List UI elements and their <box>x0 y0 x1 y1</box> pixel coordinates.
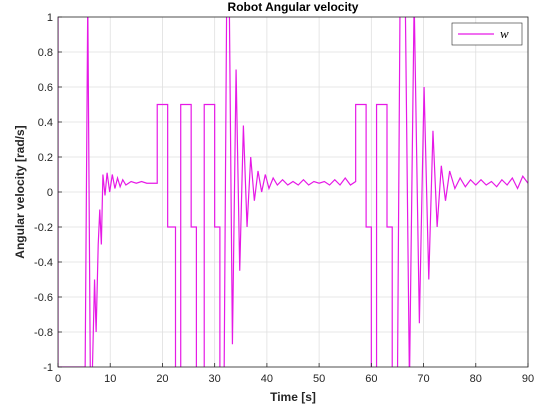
x-tick-label: 80 <box>470 373 482 385</box>
x-tick-label: 30 <box>209 373 221 385</box>
x-tick-label: 10 <box>104 373 116 385</box>
y-tick-label: -0.6 <box>34 292 53 304</box>
x-tick-label: 60 <box>365 373 377 385</box>
x-tick-label: 0 <box>55 373 61 385</box>
legend-label: w <box>500 26 509 41</box>
y-tick-label: 0.2 <box>38 152 53 164</box>
x-tick-label: 90 <box>522 373 534 385</box>
y-axis-label: Angular velocity [rad/s] <box>13 125 27 258</box>
x-axis-label: Time [s] <box>270 390 316 404</box>
x-tick-label: 70 <box>417 373 429 385</box>
y-tick-label: 0.4 <box>38 117 53 129</box>
y-tick-label: -0.4 <box>34 257 53 269</box>
y-tick-label: 0.8 <box>38 47 53 59</box>
x-tick-label: 40 <box>261 373 273 385</box>
y-tick-label: -0.2 <box>34 222 53 234</box>
y-tick-label: -1 <box>43 362 53 374</box>
x-tick-label: 50 <box>313 373 325 385</box>
data-line <box>58 17 528 367</box>
x-tick-label: 20 <box>156 373 168 385</box>
chart-title: Robot Angular velocity <box>228 0 359 14</box>
y-tick-label: -0.8 <box>34 327 53 339</box>
y-tick-label: 0.6 <box>38 82 53 94</box>
y-tick-label: 1 <box>47 12 53 24</box>
y-tick-label: 0 <box>47 187 53 199</box>
